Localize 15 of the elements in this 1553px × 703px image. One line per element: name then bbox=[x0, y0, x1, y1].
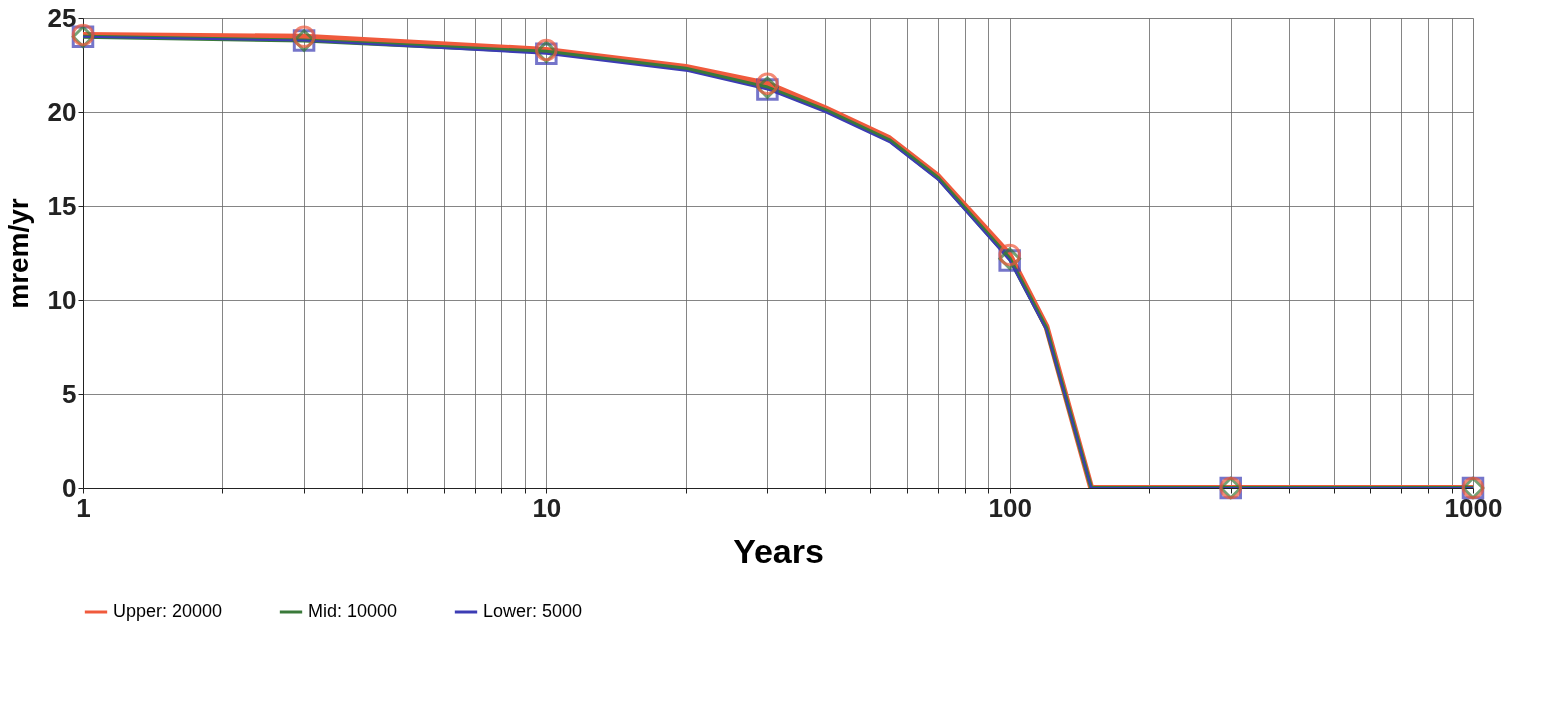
y-tick-label: 10 bbox=[47, 284, 77, 315]
legend-label: Lower: 5000 bbox=[483, 601, 583, 621]
x-tick-label: 1 bbox=[76, 492, 91, 523]
y-tick-label: 20 bbox=[47, 96, 77, 127]
y-tick-label: 25 bbox=[47, 2, 77, 33]
x-tick-label: 1000 bbox=[1444, 492, 1503, 523]
y-tick-label: 0 bbox=[62, 472, 77, 503]
legend-label: Upper: 20000 bbox=[113, 601, 223, 621]
legend-label: Mid: 10000 bbox=[308, 601, 398, 621]
y-tick-label: 5 bbox=[62, 378, 77, 409]
y-axis-title: mrem/yr bbox=[2, 198, 34, 309]
x-axis-title: Years bbox=[733, 531, 824, 570]
x-tick-label: 10 bbox=[532, 492, 562, 523]
y-tick-label: 15 bbox=[47, 190, 77, 221]
x-tick-label: 100 bbox=[988, 492, 1032, 523]
